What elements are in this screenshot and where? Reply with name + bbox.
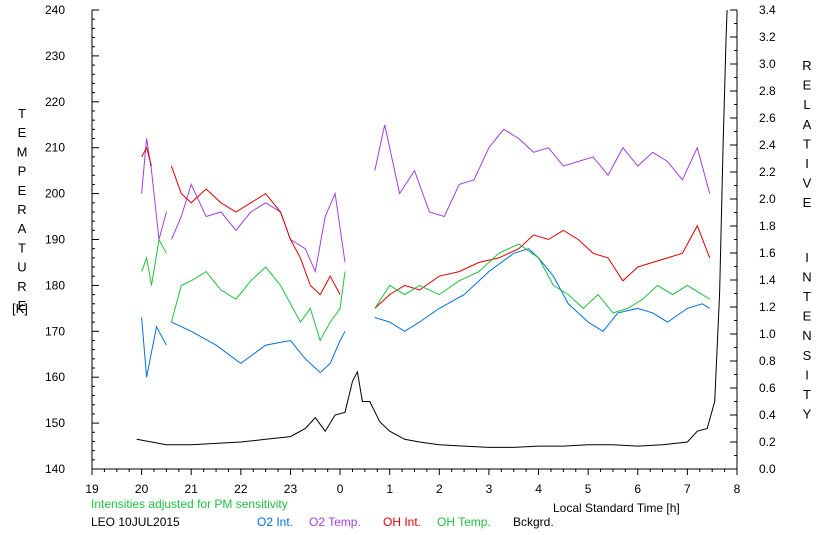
x-tick-label: 0 — [337, 482, 344, 496]
left-axis-title-letter: T — [18, 240, 26, 255]
right-tick-label: 3.0 — [759, 57, 776, 71]
x-tick-label: 19 — [85, 482, 99, 496]
right-axis-title-letter: E — [803, 78, 812, 93]
right-axis-title-letter: T — [803, 136, 811, 151]
right-tick-label: 1.4 — [759, 273, 776, 287]
right-axis-title-letter: A — [803, 117, 812, 132]
series-line — [170, 183, 346, 274]
legend-entry: Bckgrd. — [513, 515, 554, 529]
series-line — [374, 224, 711, 309]
series-line — [141, 317, 167, 378]
left-axis-title-letter: U — [17, 260, 26, 275]
x-tick-label: 2 — [436, 482, 443, 496]
x-tick-label: 4 — [535, 482, 542, 496]
left-axis-unit: [K] — [12, 301, 28, 316]
series-oh-int — [141, 146, 711, 309]
series-line — [374, 124, 711, 218]
right-axis-title-letter: T — [803, 387, 811, 402]
x-tick-label: 3 — [486, 482, 493, 496]
legend-entry: O2 Temp. — [309, 515, 361, 529]
series-o2-temp — [141, 124, 711, 274]
left-axis-title-letter: M — [17, 144, 28, 159]
left-tick-label: 170 — [45, 324, 65, 338]
right-tick-label: 2.2 — [759, 165, 776, 179]
series-line — [141, 237, 167, 286]
left-axis-title-letter: E — [18, 183, 27, 198]
left-tick-label: 180 — [45, 278, 65, 292]
right-tick-label: 1.6 — [759, 246, 776, 260]
right-tick-label: 1.8 — [759, 219, 776, 233]
right-tick-label: 2.8 — [759, 84, 776, 98]
series-line — [170, 266, 346, 342]
x-tick-label: 1 — [386, 482, 393, 496]
right-tick-label: 1.2 — [759, 300, 776, 314]
left-axis-title-letter: A — [18, 221, 27, 236]
left-tick-label: 240 — [45, 3, 65, 17]
right-tick-label: 0.6 — [759, 381, 776, 395]
station-date-label: LEO 10JUL2015 — [91, 515, 180, 529]
x-axis-title: Local Standard Time [h] — [553, 501, 680, 515]
right-axis-title-letter: L — [803, 97, 810, 112]
x-tick-label: 7 — [684, 482, 691, 496]
right-tick-label: 2.4 — [759, 138, 776, 152]
series-line — [136, 9, 728, 448]
series-oh-temp — [141, 237, 710, 342]
legend-entry: OH Int. — [383, 515, 421, 529]
left-tick-label: 210 — [45, 141, 65, 155]
right-axis-title-letter: R — [802, 58, 811, 73]
series-line — [141, 138, 167, 240]
legend-entry: O2 Int. — [257, 515, 293, 529]
left-tick-label: 150 — [45, 416, 65, 430]
right-axis-title-letter: E — [803, 195, 812, 210]
left-tick-label: 220 — [45, 95, 65, 109]
x-tick-label: 5 — [585, 482, 592, 496]
right-axis-title-letter: I — [805, 367, 809, 382]
right-axis-title-letter: I — [805, 250, 809, 265]
right-tick-label: 2.0 — [759, 192, 776, 206]
right-tick-label: 0.4 — [759, 408, 776, 422]
x-tick-label: 8 — [734, 482, 741, 496]
right-axis-title-letter: I — [805, 156, 809, 171]
series-line — [141, 146, 152, 167]
left-axis-title-letter: E — [18, 125, 27, 140]
x-tick-label: 23 — [284, 482, 298, 496]
left-axis-title-letter: T — [18, 106, 26, 121]
x-tick-label: 20 — [135, 482, 149, 496]
right-axis-title-letter: S — [803, 348, 812, 363]
x-tick-label: 21 — [185, 482, 199, 496]
left-tick-label: 160 — [45, 370, 65, 384]
right-tick-label: 3.2 — [759, 30, 776, 44]
right-tick-label: 0.0 — [759, 462, 776, 476]
right-tick-label: 0.2 — [759, 435, 776, 449]
left-axis-title-letter: R — [17, 279, 26, 294]
series-line — [374, 243, 710, 314]
left-tick-label: 190 — [45, 233, 65, 247]
left-axis-title-letter: R — [17, 202, 26, 217]
series-line — [374, 248, 710, 332]
pm-sensitivity-note: Intensities adjusted for PM sensitivity — [91, 497, 288, 511]
left-tick-label: 200 — [45, 187, 65, 201]
right-axis-title-letter: N — [802, 328, 811, 343]
series-line — [171, 321, 346, 374]
series-line — [170, 165, 341, 296]
x-tick-label: 22 — [234, 482, 248, 496]
right-tick-label: 0.8 — [759, 354, 776, 368]
right-tick-label: 2.6 — [759, 111, 776, 125]
right-axis-title-letter: V — [803, 176, 812, 191]
right-axis-title-letter: T — [803, 289, 811, 304]
right-tick-label: 3.4 — [759, 3, 776, 17]
legend-entry: OH Temp. — [437, 515, 491, 529]
left-axis-title-letter: P — [18, 164, 27, 179]
right-axis-title-letter: N — [802, 269, 811, 284]
series-bckgrd — [136, 9, 728, 448]
left-tick-label: 230 — [45, 49, 65, 63]
left-tick-label: 140 — [45, 462, 65, 476]
left-axis-title-letter: E — [18, 298, 27, 313]
right-tick-label: 1.0 — [759, 327, 776, 341]
series-o2-int — [141, 248, 710, 378]
right-axis-title-letter: Y — [803, 407, 812, 422]
x-tick-label: 6 — [634, 482, 641, 496]
right-axis-title-letter: E — [803, 309, 812, 324]
